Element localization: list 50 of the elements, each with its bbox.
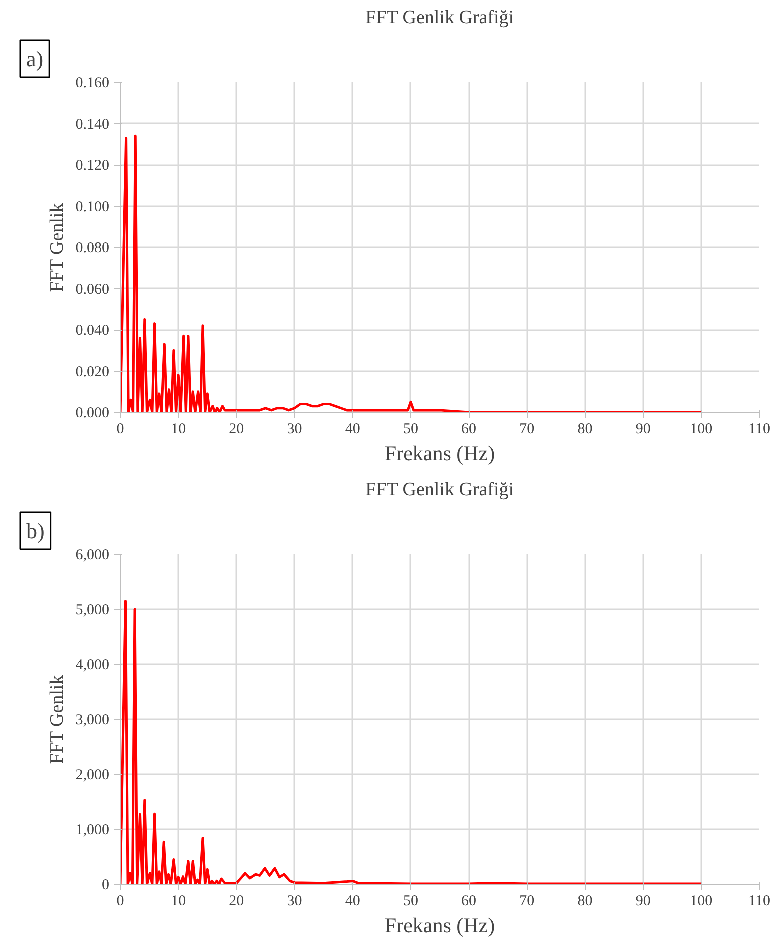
- x-tick-label: 30: [287, 894, 302, 910]
- y-tick-label: 4,000: [76, 658, 110, 674]
- x-tick-label: 80: [578, 894, 593, 910]
- x-tick-label: 90: [636, 894, 651, 910]
- y-tick-label: 0.120: [76, 158, 110, 174]
- text: b): [26, 518, 45, 544]
- x-tick-label: 110: [748, 894, 770, 910]
- x-tick-label: 0: [116, 894, 124, 910]
- x-tick-label: 10: [171, 894, 186, 910]
- y-tick-label: 0.060: [76, 282, 110, 298]
- y-tick-label: 0.080: [76, 240, 110, 256]
- x-tick-label: 60: [462, 422, 477, 438]
- x-tick-label: 20: [229, 894, 244, 910]
- x-axis-title: Frekans (Hz): [384, 914, 496, 938]
- x-tick-label: 40: [345, 422, 360, 438]
- y-tick-label: 6,000: [76, 548, 110, 564]
- text: a): [26, 46, 44, 72]
- y-axis-title: FFT Genlik: [46, 202, 68, 292]
- x-tick-label: 80: [578, 422, 593, 438]
- x-tick-label: 40: [345, 894, 360, 910]
- x-tick-label: 50: [403, 422, 418, 438]
- y-tick-label: 0.000: [76, 406, 110, 422]
- y-tick-label: 0: [102, 878, 110, 894]
- y-tick-label: 0.140: [76, 116, 110, 133]
- y-tick-label: 0.020: [76, 364, 110, 380]
- y-tick-label: 0.040: [76, 323, 110, 339]
- x-tick-label: 20: [229, 422, 244, 438]
- y-axis-title: FFT Genlik: [46, 674, 68, 764]
- y-tick-label: 2,000: [76, 768, 110, 784]
- y-tick-label: 3,000: [76, 712, 110, 728]
- x-tick-label: 10: [171, 422, 186, 438]
- x-tick-label: 0: [116, 422, 124, 438]
- x-tick-label: 70: [520, 422, 535, 438]
- y-tick-label: 1,000: [76, 822, 110, 838]
- x-tick-label: 100: [690, 422, 713, 438]
- y-tick-label: 0.100: [76, 199, 110, 216]
- x-tick-label: 90: [636, 422, 651, 438]
- x-tick-label: 30: [287, 422, 302, 438]
- chart-title: FFT Genlik Grafiği: [366, 480, 514, 500]
- x-tick-label: 110: [748, 422, 770, 438]
- x-tick-label: 60: [462, 894, 477, 910]
- x-tick-label: 50: [403, 894, 418, 910]
- x-tick-label: 100: [690, 894, 713, 910]
- chart-title: FFT Genlik Grafiği: [366, 8, 514, 28]
- y-tick-label: 0.160: [76, 76, 110, 92]
- line-series: [120, 600, 703, 884]
- x-axis-title: Frekans (Hz): [384, 442, 496, 466]
- x-tick-label: 70: [520, 894, 535, 910]
- line-series: [120, 134, 703, 412]
- y-tick-label: 5,000: [76, 602, 110, 618]
